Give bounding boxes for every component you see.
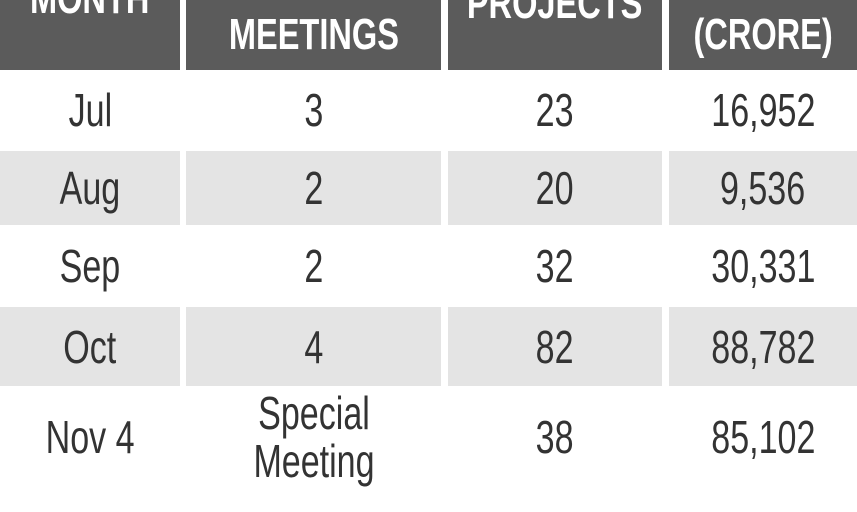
table-cell: 2 bbox=[186, 151, 441, 225]
table-cell-text: 88,782 bbox=[710, 320, 816, 373]
table-cell: Jul bbox=[0, 75, 180, 145]
table-cell: Aug bbox=[0, 151, 180, 225]
table-cell-text: Sep bbox=[59, 240, 121, 292]
table-cell: Oct bbox=[0, 307, 180, 386]
table-cell-text: Oct bbox=[63, 320, 117, 373]
table-cell: 16,952 bbox=[669, 75, 857, 145]
table-cell: 85,102 bbox=[669, 392, 857, 512]
header-cell-text: (CRORE) bbox=[693, 10, 833, 59]
table-cell-text: 20 bbox=[536, 162, 574, 214]
table-cell: 4 bbox=[186, 307, 441, 386]
table-cell-text: 3 bbox=[304, 84, 323, 136]
table-cell-text: Aug bbox=[59, 162, 121, 214]
table-cell-text: 38 bbox=[536, 411, 574, 463]
table-cell: Nov 4 bbox=[0, 392, 180, 512]
table-cell: 30,331 bbox=[669, 231, 857, 301]
table-cell: 38 bbox=[448, 392, 662, 512]
table-cell: 20 bbox=[448, 151, 662, 225]
table-cell: 2 bbox=[186, 231, 441, 301]
table-cell: 3 bbox=[186, 75, 441, 145]
header-cell-text: MEETINGS bbox=[228, 10, 399, 59]
table-cell: 88,782 bbox=[669, 307, 857, 386]
table-cell: 32 bbox=[448, 231, 662, 301]
table-cell: 82 bbox=[448, 307, 662, 386]
table-cell-text: 16,952 bbox=[710, 84, 816, 136]
table-cell: 23 bbox=[448, 75, 662, 145]
table-cell-text: 32 bbox=[536, 240, 574, 292]
table-cell: 9,536 bbox=[669, 151, 857, 225]
header-cell: PROJECTS bbox=[448, 0, 662, 70]
table-cell-text: 82 bbox=[536, 320, 574, 373]
table-cell-text: 4 bbox=[304, 320, 323, 373]
header-cell: MEETINGS bbox=[186, 0, 441, 70]
page: MONTHMEETINGSPROJECTS(CRORE)Jul32316,952… bbox=[0, 0, 857, 485]
header-cell-text: MONTH bbox=[30, 0, 149, 23]
table-cell-text: Jul bbox=[68, 84, 112, 136]
table-cell-text: Nov 4 bbox=[45, 411, 135, 463]
header-cell-text: PROJECTS bbox=[467, 0, 643, 28]
table-cell-text: 85,102 bbox=[710, 411, 816, 463]
table-cell-text: 30,331 bbox=[710, 240, 816, 292]
table-cell-text: Special Meeting bbox=[252, 392, 375, 487]
header-cell: MONTH bbox=[0, 0, 180, 70]
header-cell: (CRORE) bbox=[669, 0, 857, 70]
table-cell-text: 23 bbox=[536, 84, 574, 136]
table-cell-text: 2 bbox=[304, 240, 323, 292]
table-cell-text: 2 bbox=[304, 162, 323, 214]
table-cell: Special Meeting bbox=[186, 392, 441, 512]
table-cell: Sep bbox=[0, 231, 180, 301]
table-cell-text: 9,536 bbox=[720, 162, 806, 214]
